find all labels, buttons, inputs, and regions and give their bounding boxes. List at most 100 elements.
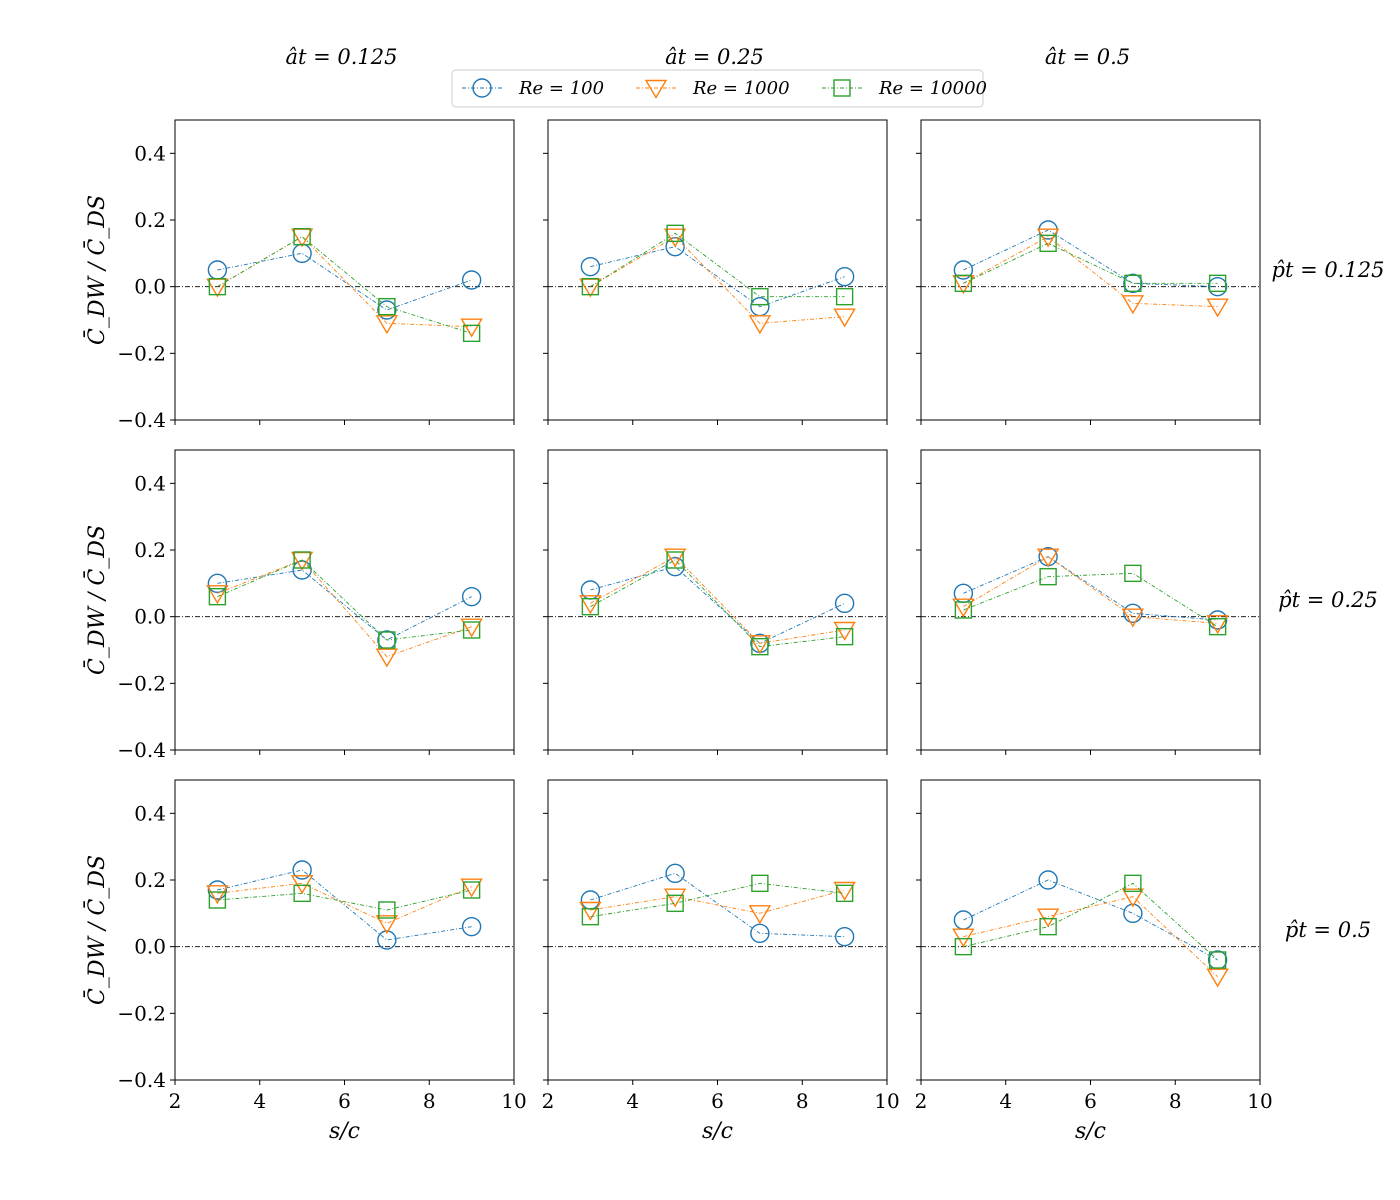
y-axis-title: C̄_DW / C̄_DS	[83, 525, 110, 675]
y-tick-label: −0.2	[117, 671, 166, 695]
y-tick-label: 0.2	[134, 868, 166, 892]
data-point-square	[293, 884, 311, 903]
data-point-triangle-down	[1206, 298, 1229, 318]
data-point-circle	[1038, 870, 1058, 890]
row-title: p̂t = 0.25	[1278, 588, 1378, 612]
x-tick-label: 8	[1169, 1089, 1182, 1113]
data-point-circle	[1207, 610, 1228, 630]
data-point-circle	[953, 260, 974, 280]
data-point-square	[954, 601, 973, 619]
column-title: ât = 0.25	[665, 45, 764, 69]
x-tick-label: 2	[915, 1089, 928, 1113]
panel-frame	[920, 449, 1261, 751]
data-point-triangle-down	[748, 635, 772, 655]
row-title: p̂t = 0.5	[1285, 918, 1371, 942]
data-point-square	[666, 894, 684, 913]
series-line-re100	[963, 879, 1218, 961]
data-point-circle	[665, 863, 685, 884]
y-tick-label: 0.0	[134, 605, 166, 629]
data-point-square	[581, 277, 600, 296]
data-point-square	[751, 874, 769, 893]
data-point-square	[666, 224, 684, 243]
x-tick-label: 2	[169, 1089, 182, 1113]
series-line-re10000	[963, 572, 1218, 628]
x-tick-label: 2	[542, 1089, 555, 1113]
data-point-triangle-down	[1206, 615, 1229, 635]
data-point-triangle-down	[375, 915, 399, 935]
x-tick-label: 4	[253, 1089, 266, 1113]
data-point-square	[1208, 274, 1227, 293]
data-point-square	[954, 937, 973, 956]
data-point-square	[462, 324, 481, 343]
series-line-re100	[963, 556, 1218, 621]
legend-item: Re = 100	[462, 78, 604, 99]
series-line-re10000	[590, 232, 845, 298]
data-point-triangle-down	[663, 888, 687, 908]
series-line-re1000	[963, 896, 1218, 977]
series-line-re10000	[590, 882, 845, 918]
series-line-re1000	[217, 559, 472, 658]
series-line-re100	[590, 566, 845, 644]
y-tick-label: 0.2	[134, 208, 166, 232]
column-title: ât = 0.5	[1045, 45, 1130, 69]
data-point-triangle-down	[1036, 548, 1060, 568]
series-line-re1000	[590, 889, 845, 914]
data-point-triangle-down	[579, 901, 602, 921]
x-tick-label: 6	[338, 1089, 351, 1113]
data-point-circle	[461, 270, 482, 290]
data-point-square	[293, 551, 311, 569]
data-point-triangle-down	[460, 618, 483, 638]
x-tick-label: 10	[874, 1089, 899, 1113]
data-point-triangle-down	[833, 621, 856, 641]
y-axis-title: C̄_DW / C̄_DS	[83, 195, 110, 345]
data-point-circle	[207, 573, 228, 594]
data-point-circle	[292, 560, 312, 580]
legend-label: Re = 10000	[878, 78, 987, 99]
data-point-triangle-down	[206, 885, 229, 905]
data-point-triangle-down	[375, 315, 399, 335]
series-line-re1000	[963, 236, 1218, 308]
y-tick-label: 0.4	[134, 801, 166, 825]
x-tick-label: 10	[501, 1089, 526, 1113]
y-tick-label: −0.4	[117, 738, 166, 762]
data-point-square	[954, 274, 973, 293]
x-tick-label: 6	[1084, 1089, 1097, 1113]
data-point-circle	[834, 926, 855, 947]
data-point-square	[378, 631, 396, 649]
y-tick-label: −0.2	[117, 341, 166, 365]
series-line-re10000	[217, 559, 472, 641]
y-tick-label: 0.4	[134, 471, 166, 495]
data-point-square	[208, 587, 227, 606]
data-point-triangle-down	[206, 278, 229, 298]
x-tick-label: 6	[711, 1089, 724, 1113]
data-point-triangle-down	[1036, 908, 1060, 928]
panel-r0-c1	[543, 119, 888, 425]
series-line-re1000	[963, 556, 1218, 624]
data-point-triangle-down	[833, 881, 856, 901]
data-point-triangle-down	[460, 318, 483, 338]
series-line-re100	[590, 246, 845, 308]
series-line-re1000	[217, 236, 472, 328]
data-point-triangle-down	[206, 585, 229, 605]
legend-marker-triangle-down	[644, 79, 668, 99]
data-point-square	[1208, 617, 1227, 636]
x-axis-title: s/c	[702, 1119, 733, 1144]
data-point-circle	[1123, 273, 1143, 294]
x-tick-label: 10	[1247, 1089, 1272, 1113]
x-tick-label: 4	[626, 1089, 639, 1113]
legend-marker-square	[833, 79, 851, 97]
series-line-re100	[217, 252, 472, 311]
panel-r1-c2	[916, 449, 1261, 755]
data-point-square	[1039, 234, 1057, 253]
data-point-square	[835, 287, 854, 306]
legend: Re = 100 Re = 1000 Re = 10000	[451, 69, 987, 108]
panel-frame	[547, 779, 888, 1081]
legend-box	[451, 69, 984, 108]
data-point-square	[835, 627, 854, 646]
series-line-re10000	[963, 882, 1218, 961]
data-point-square	[1208, 951, 1227, 969]
data-point-triangle-down	[952, 598, 975, 618]
data-point-square	[581, 597, 600, 616]
data-point-triangle-down	[579, 595, 602, 615]
